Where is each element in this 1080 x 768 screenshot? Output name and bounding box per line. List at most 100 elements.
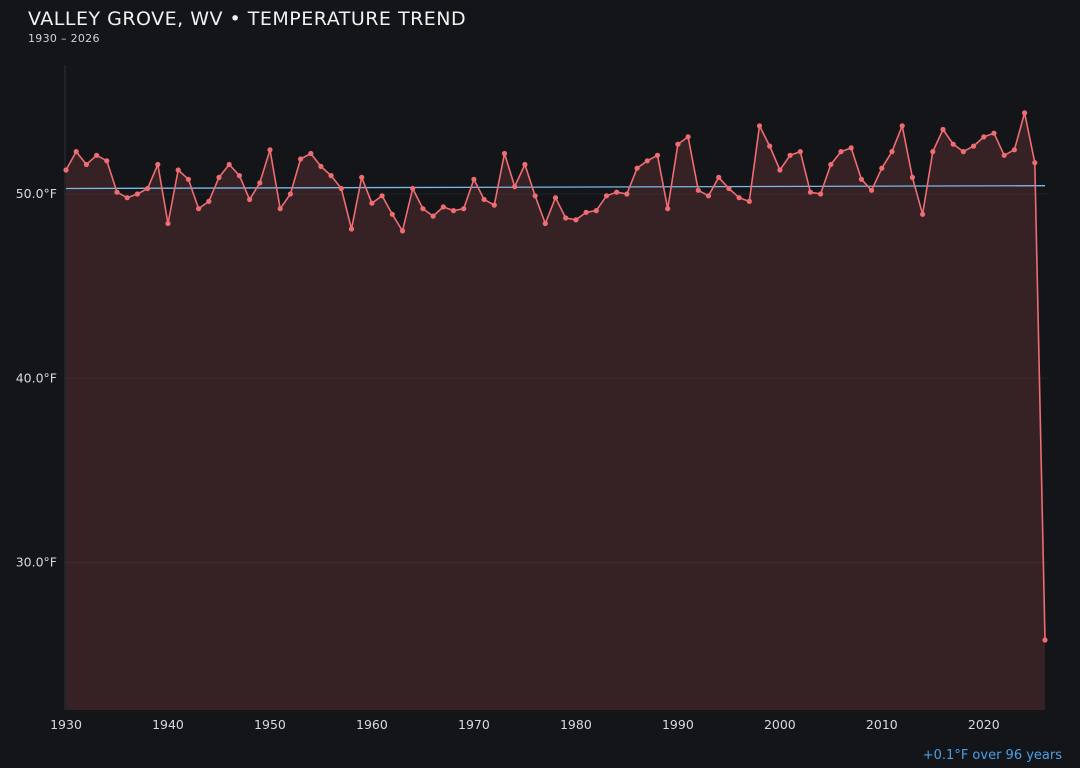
data-point xyxy=(1022,110,1028,116)
data-point xyxy=(971,143,977,149)
data-point xyxy=(1011,147,1018,153)
data-point xyxy=(797,149,803,155)
data-point xyxy=(879,165,885,171)
data-point xyxy=(828,161,834,168)
data-point xyxy=(328,173,334,179)
x-axis-label: 1930 xyxy=(50,717,82,732)
data-point xyxy=(563,215,569,221)
data-point xyxy=(756,123,763,129)
chart-header: VALLEY GROVE, WV • TEMPERATURE TREND 193… xyxy=(28,8,466,45)
data-point xyxy=(1001,152,1007,158)
data-point xyxy=(440,204,446,210)
data-point xyxy=(991,130,997,136)
data-point xyxy=(512,184,518,190)
data-point xyxy=(481,196,487,203)
data-point xyxy=(654,152,661,158)
x-axis-label: 1980 xyxy=(560,717,592,732)
data-point xyxy=(73,149,79,155)
data-point xyxy=(63,167,69,173)
data-point xyxy=(777,167,783,173)
data-point xyxy=(216,174,222,180)
data-point xyxy=(899,123,905,129)
data-point xyxy=(461,206,467,212)
data-point xyxy=(573,217,579,223)
data-point xyxy=(420,206,426,212)
data-point xyxy=(889,149,895,155)
data-point xyxy=(981,134,987,140)
x-axis-label: 1940 xyxy=(152,717,184,732)
data-point xyxy=(675,141,681,147)
trend-annotation: +0.1°F over 96 years xyxy=(922,748,1062,763)
data-point xyxy=(960,149,967,155)
data-point xyxy=(552,195,559,201)
data-point xyxy=(940,126,946,133)
data-point xyxy=(807,189,814,195)
x-axis-label: 1960 xyxy=(356,717,388,732)
data-point xyxy=(767,143,773,149)
data-point xyxy=(1042,637,1048,643)
data-point xyxy=(818,191,824,197)
data-point xyxy=(134,191,140,197)
data-point xyxy=(165,220,171,227)
data-point xyxy=(338,185,344,192)
page-title: VALLEY GROVE, WV • TEMPERATURE TREND xyxy=(28,8,467,30)
data-point xyxy=(532,193,538,199)
x-axis-label: 1970 xyxy=(458,717,490,732)
data-point xyxy=(155,161,161,168)
data-point xyxy=(145,185,151,192)
data-point xyxy=(501,150,508,157)
y-axis-label: 30.0°F xyxy=(16,555,57,570)
data-point xyxy=(603,193,610,199)
data-point xyxy=(665,206,671,212)
data-point xyxy=(746,198,752,204)
data-point xyxy=(287,191,293,197)
data-point xyxy=(94,152,100,158)
x-axis-label: 2010 xyxy=(866,717,898,732)
data-point xyxy=(644,158,650,164)
temperature-area xyxy=(66,112,1045,710)
data-point xyxy=(410,185,416,192)
data-point xyxy=(206,198,212,204)
data-point xyxy=(736,195,742,201)
data-point xyxy=(277,206,283,212)
data-point xyxy=(858,176,865,182)
data-point xyxy=(399,228,406,234)
data-point xyxy=(471,176,477,182)
data-point xyxy=(369,200,375,206)
data-point xyxy=(83,161,89,168)
data-point xyxy=(318,163,324,169)
x-axis-label: 1990 xyxy=(662,717,694,732)
data-point xyxy=(308,150,314,157)
data-point xyxy=(247,196,253,203)
data-point xyxy=(236,173,242,179)
data-point xyxy=(379,193,385,199)
data-point xyxy=(716,174,722,180)
trend-line xyxy=(65,185,1046,190)
x-axis-label: 2020 xyxy=(968,717,1000,732)
data-point xyxy=(726,185,732,192)
data-point xyxy=(583,209,589,215)
page-subtitle: 1930 – 2026 xyxy=(28,32,100,45)
data-point xyxy=(124,195,130,201)
data-point xyxy=(196,206,202,212)
data-point xyxy=(950,141,956,147)
data-point xyxy=(614,189,620,195)
data-point xyxy=(624,191,630,197)
data-point xyxy=(705,193,712,199)
data-point xyxy=(104,158,110,164)
data-point xyxy=(542,220,548,227)
data-point xyxy=(298,156,304,162)
data-point xyxy=(185,176,191,182)
data-point xyxy=(389,211,395,217)
data-point xyxy=(430,213,436,219)
data-point xyxy=(348,226,355,232)
data-point xyxy=(1032,160,1038,166)
data-point xyxy=(838,149,844,155)
y-axis-label: 50.0°F xyxy=(16,186,57,201)
data-point xyxy=(257,180,263,186)
data-point xyxy=(787,152,793,158)
data-point xyxy=(685,134,691,140)
x-axis-label: 1950 xyxy=(254,717,286,732)
data-point xyxy=(593,208,599,214)
